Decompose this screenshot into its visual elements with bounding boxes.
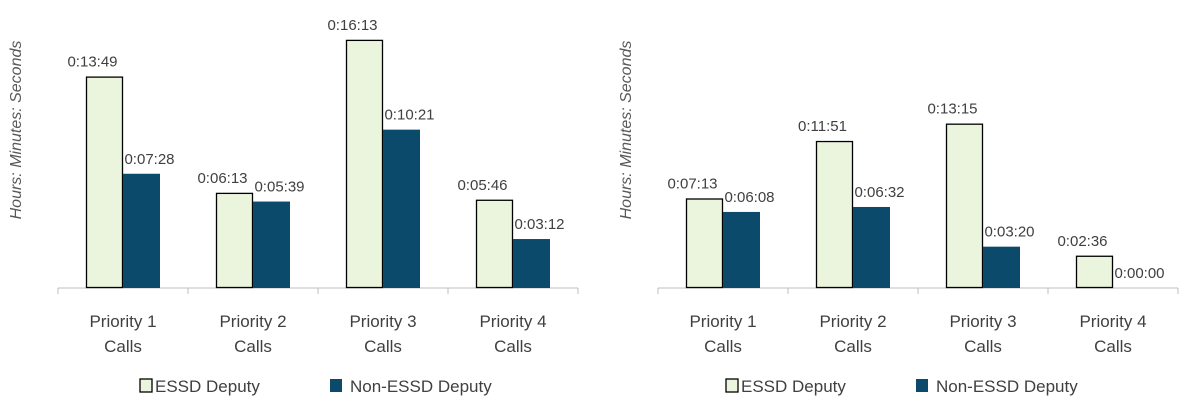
legend-label-essd: ESSD Deputy (741, 377, 846, 396)
bar-essd-deputy (475, 199, 514, 289)
x-tick-label-line1: Priority 3 (349, 312, 416, 331)
legend-label-non-essd: Non-ESSD Deputy (936, 377, 1078, 396)
data-label-non-essd: 0:05:39 (254, 179, 304, 196)
bar-essd-deputy (85, 76, 124, 289)
data-label-non-essd: 0:00:00 (1114, 265, 1164, 282)
x-tick-label-line2: Calls (1094, 337, 1132, 356)
x-tick-label-line2: Calls (834, 337, 872, 356)
bar-non-essd-deputy (723, 211, 760, 288)
bar-non-essd-deputy (853, 206, 890, 288)
legend-label-essd: ESSD Deputy (155, 377, 260, 396)
bar-essd-deputy (215, 192, 254, 289)
x-tick-label-line2: Calls (964, 337, 1002, 356)
legend-swatch-non-essd (330, 379, 342, 392)
x-tick-label-line1: Priority 1 (689, 312, 756, 331)
bar-non-essd-deputy (983, 246, 1020, 288)
bar-non-essd-deputy (123, 173, 160, 288)
legend-label-non-essd: Non-ESSD Deputy (350, 377, 492, 396)
legend-swatch-essd (139, 378, 153, 393)
data-label-non-essd: 0:03:12 (514, 216, 564, 233)
data-label-essd: 0:11:51 (798, 118, 847, 135)
data-label-essd: 0:07:13 (667, 175, 717, 192)
x-tick-label-line2: Calls (494, 337, 532, 356)
data-label-non-essd: 0:06:08 (724, 189, 774, 206)
x-tick-label-line2: Calls (364, 337, 402, 356)
data-label-non-essd: 0:06:32 (854, 184, 904, 201)
x-tick-label-line2: Calls (104, 337, 142, 356)
bar-essd-deputy (945, 123, 984, 289)
x-tick-label-line1: Priority 4 (1079, 312, 1146, 331)
bar-non-essd-deputy (513, 239, 550, 288)
bar-non-essd-deputy (383, 129, 420, 288)
data-label-essd: 0:05:46 (457, 177, 507, 194)
bar-essd-deputy (685, 198, 724, 289)
bar-essd-deputy (815, 140, 854, 289)
data-label-essd: 0:16:13 (327, 17, 377, 34)
data-label-essd: 0:13:49 (67, 54, 117, 71)
legend-swatch-non-essd (916, 379, 928, 392)
bar-essd-deputy (1075, 255, 1114, 289)
data-label-essd: 0:13:15 (927, 101, 977, 118)
y-axis-title: Hours: Minutes: Seconds (618, 41, 635, 220)
bar-non-essd-deputy (253, 201, 290, 288)
bar-essd-deputy (345, 39, 384, 289)
data-label-non-essd: 0:10:21 (384, 107, 434, 124)
data-label-essd: 0:02:36 (1057, 233, 1107, 250)
data-label-non-essd: 0:07:28 (124, 151, 174, 168)
y-axis-title: Hours: Minutes: Seconds (8, 41, 25, 220)
x-tick-label-line1: Priority 2 (219, 312, 286, 331)
data-label-essd: 0:06:13 (197, 170, 247, 187)
data-label-non-essd: 0:03:20 (984, 224, 1034, 241)
x-tick-label-line2: Calls (234, 337, 272, 356)
legend-swatch-essd (725, 378, 739, 393)
x-tick-label-line1: Priority 2 (819, 312, 886, 331)
x-tick-label-line1: Priority 4 (479, 312, 546, 331)
x-tick-label-line1: Priority 1 (89, 312, 156, 331)
x-tick-label-line2: Calls (704, 337, 742, 356)
x-tick-label-line1: Priority 3 (949, 312, 1016, 331)
